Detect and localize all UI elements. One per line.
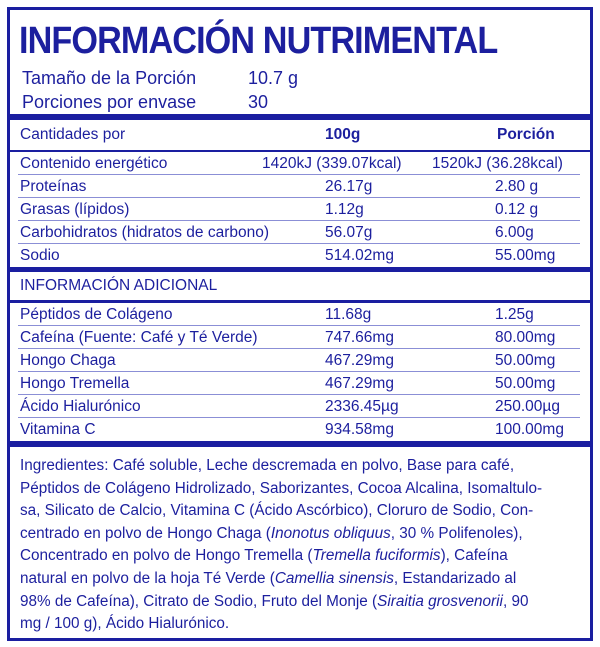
text: 98% de Cafeína), Citrato de Sodio, Fruto…: [20, 592, 378, 610]
row-label: Proteínas: [20, 178, 87, 195]
ingredients-line: mg / 100 g), Ácido Hialurónico.: [20, 615, 230, 633]
row-label: Grasas (lípidos): [20, 201, 130, 218]
table-row-energy: Contenido energético 1420kJ (339.07kcal)…: [10, 152, 590, 175]
divider: [10, 441, 590, 447]
text: , 30 % Polifenoles),: [390, 524, 523, 542]
header-per-portion: Porción: [497, 126, 555, 143]
row-per-portion: 50.00mg: [495, 375, 556, 392]
row-per-100g: 514.02mg: [325, 247, 394, 264]
row-per-portion: 100.00mg: [495, 421, 564, 438]
species-name: Camellia sinensis: [274, 569, 394, 587]
servings-per-container-value: 30: [248, 92, 269, 112]
species-name: Inonotus obliquus: [270, 524, 391, 542]
row-label: Péptidos de Colágeno: [20, 306, 173, 323]
table-row: Cafeína (Fuente: Café y Té Verde) 747.66…: [10, 326, 590, 349]
table-row: Péptidos de Colágeno 11.68g 1.25g: [10, 303, 590, 326]
ingredients-line: Concentrado en polvo de Hongo Tremella (…: [20, 545, 590, 568]
divider: [10, 267, 590, 272]
text: , Estandarizado al: [393, 569, 517, 587]
divider: [10, 150, 590, 152]
row-label: Contenido energético: [20, 155, 168, 172]
row-per-100g: 747.66mg: [325, 329, 394, 346]
row-per-100g: 467.29mg: [325, 375, 394, 392]
row-label: Sodio: [20, 247, 60, 264]
row-per-100g: 1.12g: [325, 201, 364, 218]
row-per-portion: 2.80 g: [495, 178, 539, 195]
row-per-portion: 0.12 g: [495, 201, 539, 218]
nutrition-label: INFORMACIÓN NUTRIMENTAL Tamaño de la Por…: [7, 7, 593, 641]
row-per-portion: 55.00mg: [495, 247, 556, 264]
species-name: Tremella fuciformis: [312, 547, 441, 565]
row-per-100g: 26.17g: [325, 178, 373, 195]
species-name: Siraitia grosvenorii: [377, 592, 503, 610]
ingredients-text: Ingredientes: Café soluble, Leche descre…: [10, 447, 590, 636]
text: , 90: [502, 592, 529, 610]
serving-size-value: 10.7 g: [248, 68, 299, 88]
text: natural en polvo de la hoja Té Verde (: [20, 569, 275, 587]
text: ), Cafeína: [440, 547, 508, 565]
additional-info-heading: INFORMACIÓN ADICIONAL: [20, 277, 218, 294]
serving-size-label: Tamaño de la Porción: [22, 68, 197, 88]
ingredients-line: natural en polvo de la hoja Té Verde (Ca…: [20, 568, 590, 591]
row-per-100g: 56.07g: [325, 224, 373, 241]
table-row: Grasas (lípidos) 1.12g 0.12 g: [10, 198, 590, 221]
table-row: Proteínas 26.17g 2.80 g: [10, 175, 590, 198]
ingredients-line: Ingredientes: Café soluble, Leche descre…: [20, 457, 515, 474]
row-label: Ácido Hialurónico: [20, 398, 141, 415]
row-per-portion: 80.00mg: [495, 329, 556, 346]
row-per-portion: 1.25g: [495, 306, 534, 323]
table-row: Ácido Hialurónico 2336.45µg 250.00µg: [10, 395, 590, 418]
header-per-100g: 100g: [325, 126, 361, 143]
ingredients-line: centrado en polvo de Hongo Chaga (Inonot…: [20, 523, 590, 546]
row-label: Hongo Chaga: [20, 352, 116, 369]
row-per-100g: 11.68g: [325, 306, 372, 323]
text: centrado en polvo de Hongo Chaga (: [20, 524, 271, 542]
row-label: Carbohidratos (hidratos de carbono): [20, 224, 269, 241]
table-row: Hongo Tremella 467.29mg 50.00mg: [10, 372, 590, 395]
label-title: INFORMACIÓN NUTRIMENTAL: [19, 20, 498, 62]
row-per-100g: 2336.45µg: [325, 398, 399, 415]
ingredients-line: 98% de Cafeína), Citrato de Sodio, Fruto…: [20, 591, 590, 614]
table-row: Vitamina C 934.58mg 100.00mg: [10, 418, 590, 441]
table-row: Hongo Chaga 467.29mg 50.00mg: [10, 349, 590, 372]
row-per-portion: 1520kJ (36.28kcal): [432, 155, 563, 172]
row-per-portion: 250.00µg: [495, 398, 560, 415]
table-row: Carbohidratos (hidratos de carbono) 56.0…: [10, 221, 590, 244]
ingredients-line: sa, Silicato de Calcio, Vitamina C (Ácid…: [20, 502, 534, 520]
row-label: Hongo Tremella: [20, 375, 130, 392]
row-per-portion: 6.00g: [495, 224, 534, 241]
divider: [10, 114, 590, 120]
table-header: Cantidades por 100g Porción: [10, 120, 590, 150]
servings-per-container-row: Porciones por envase 30: [10, 90, 590, 114]
row-per-portion: 50.00mg: [495, 352, 556, 369]
row-label: Vitamina C: [20, 421, 96, 438]
table-row: Sodio 514.02mg 55.00mg: [10, 244, 590, 267]
header-label: Cantidades por: [20, 126, 126, 143]
servings-per-container-label: Porciones por envase: [22, 92, 197, 112]
serving-size-row: Tamaño de la Porción 10.7 g: [10, 66, 590, 90]
row-label: Cafeína (Fuente: Café y Té Verde): [20, 329, 258, 346]
text: Concentrado en polvo de Hongo Tremella (: [20, 547, 313, 565]
divider: [10, 300, 590, 303]
row-per-100g: 1420kJ (339.07kcal): [262, 155, 402, 172]
ingredients-line: Péptidos de Colágeno Hidrolizado, Sabori…: [20, 479, 543, 497]
row-per-100g: 467.29mg: [325, 352, 394, 369]
row-per-100g: 934.58mg: [325, 421, 394, 438]
